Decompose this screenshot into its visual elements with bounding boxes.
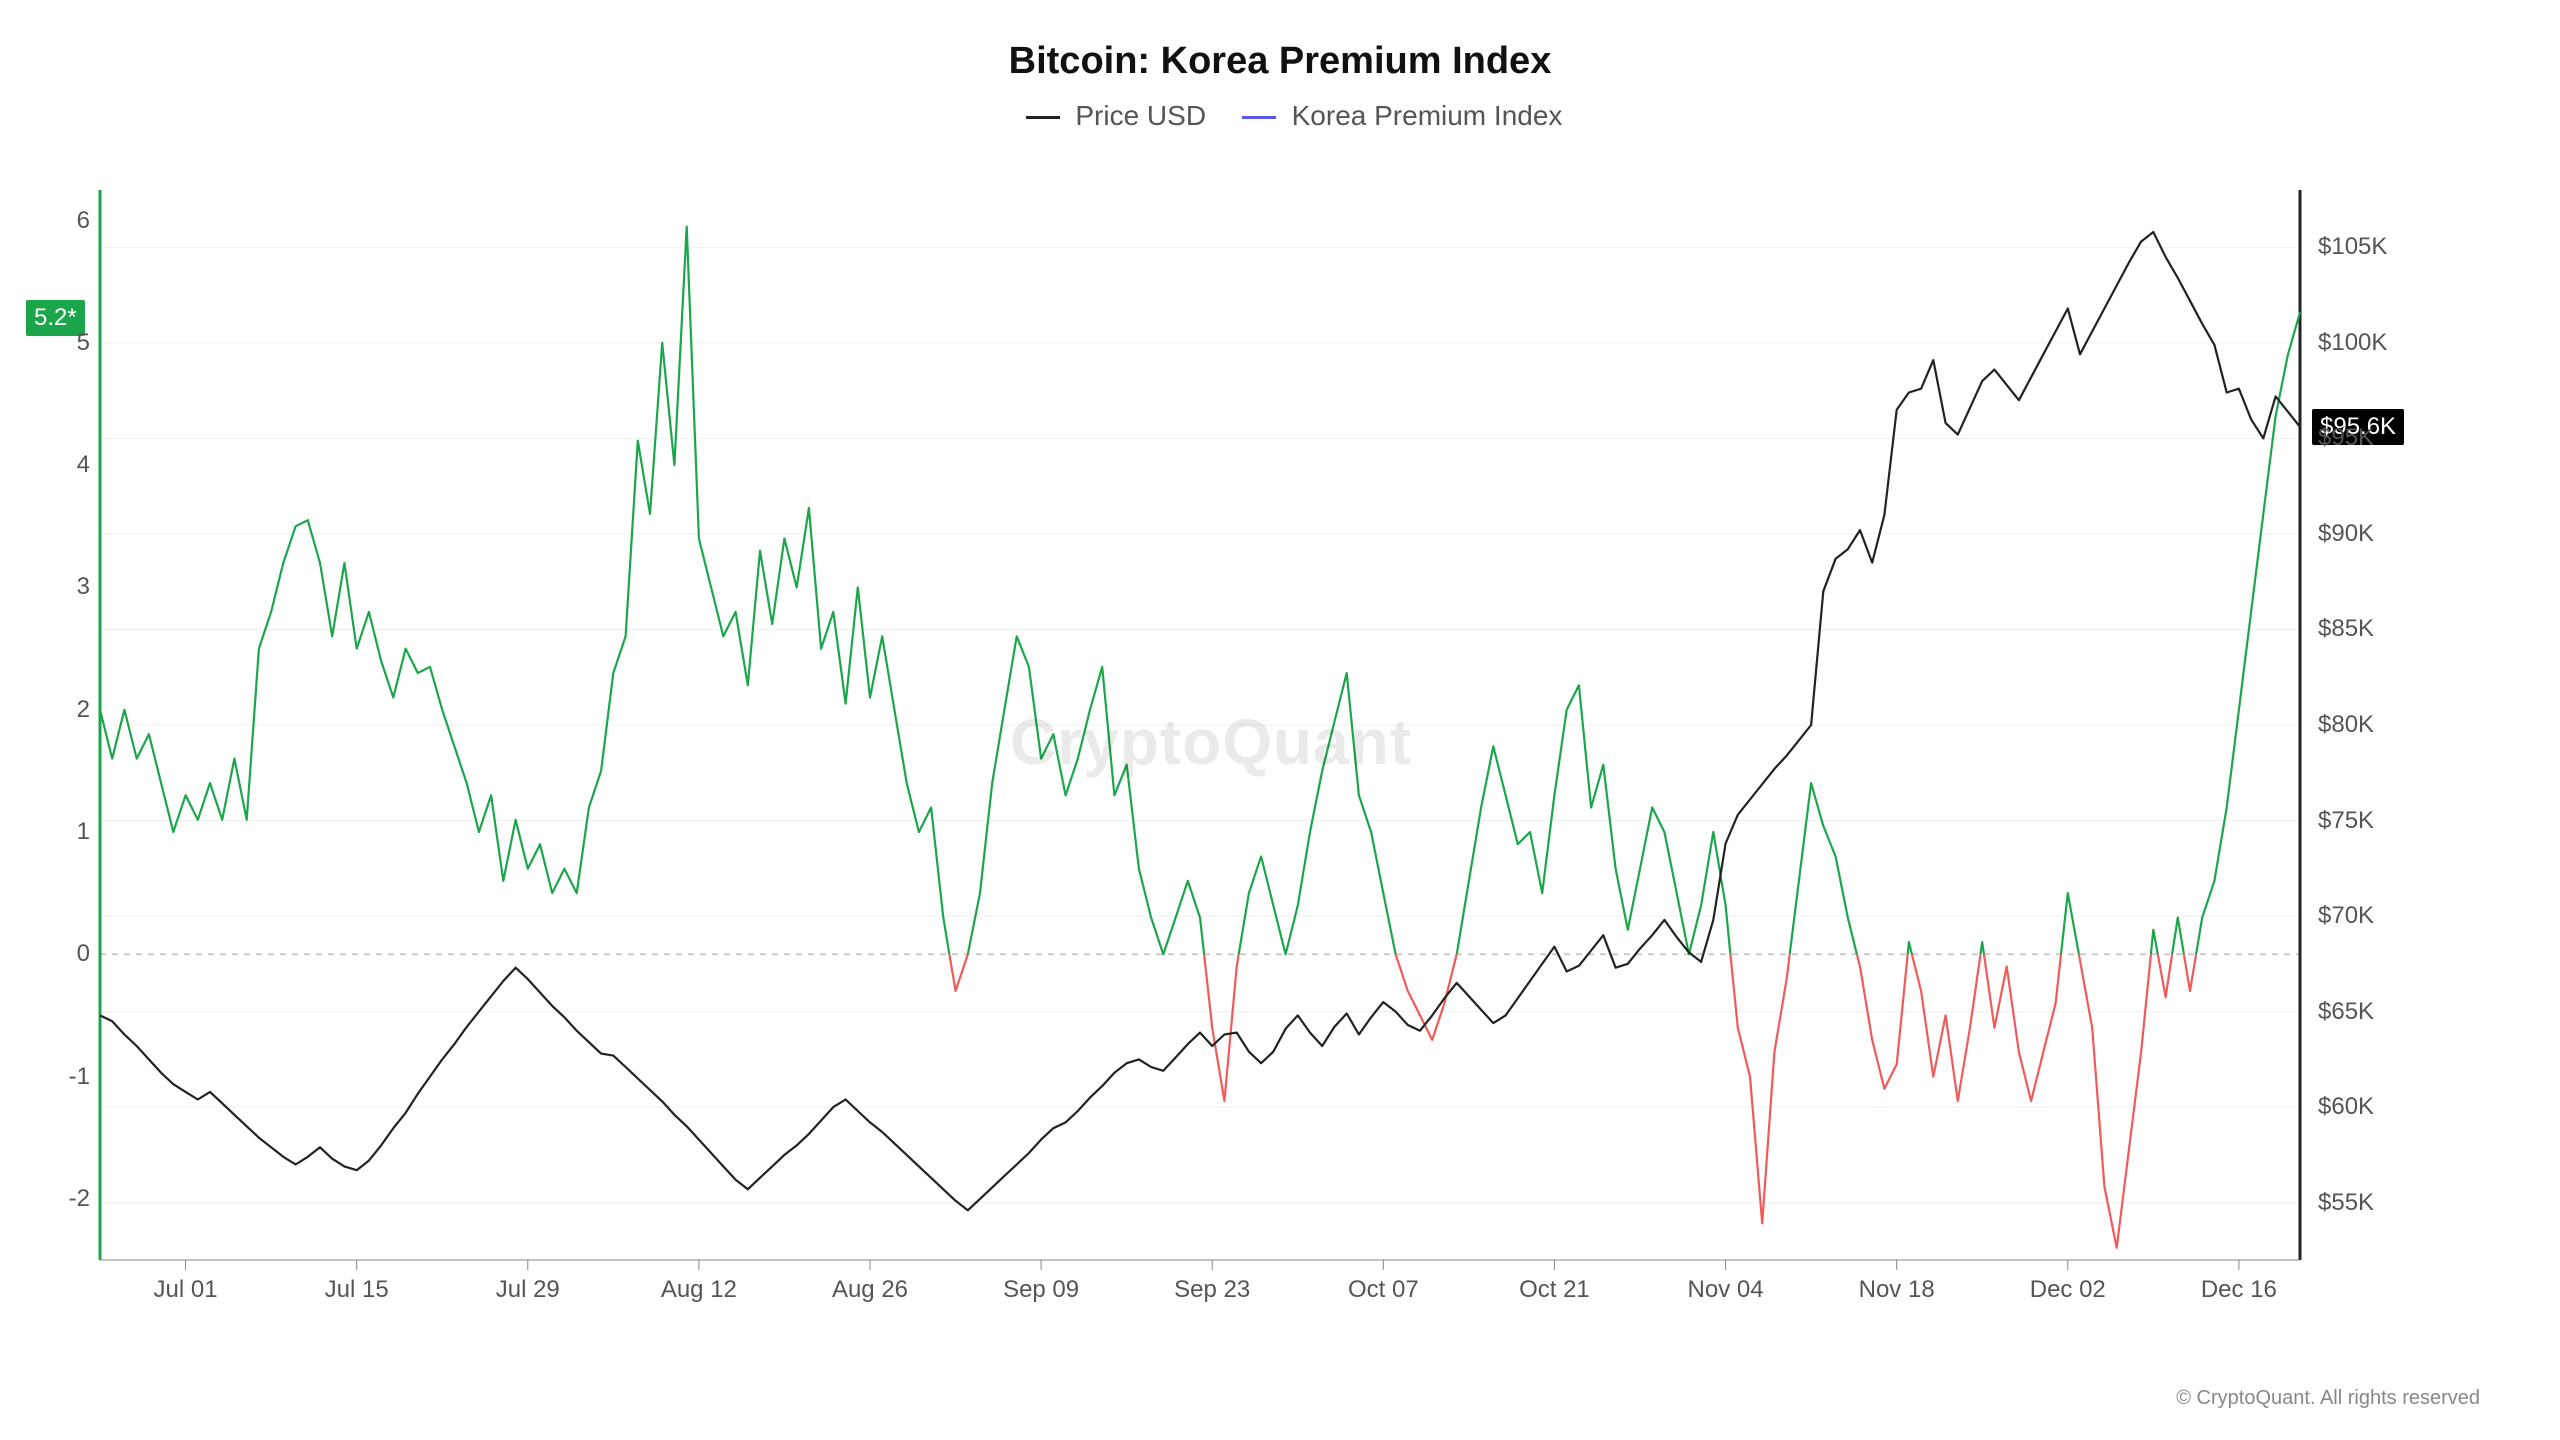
x-tick: Oct 21 [1504,1276,1604,1304]
y-left-tick: -1 [30,1063,90,1091]
y-left-tick: 1 [30,818,90,846]
y-right-tick: $75K [2318,807,2438,835]
x-tick: Sep 23 [1162,1276,1262,1304]
x-tick: Nov 04 [1676,1276,1776,1304]
y-right-tick: $65K [2318,998,2438,1026]
x-tick: Jul 01 [136,1276,236,1304]
y-left-tick: 4 [30,451,90,479]
y-right-tick: $90K [2318,520,2438,548]
y-right-tick: $105K [2318,233,2438,261]
x-tick: Oct 07 [1333,1276,1433,1304]
y-right-tick: $95K [2318,424,2438,452]
x-tick: Nov 18 [1847,1276,1947,1304]
footer-copyright: © CryptoQuant. All rights reserved [2176,1387,2480,1410]
y-left-tick: 5 [30,329,90,357]
y-right-tick: $55K [2318,1189,2438,1217]
chart-canvas [0,0,2560,1440]
y-left-tick: 2 [30,696,90,724]
y-right-tick: $85K [2318,615,2438,643]
x-tick: Dec 02 [2018,1276,2118,1304]
x-tick: Sep 09 [991,1276,1091,1304]
y-right-tick: $70K [2318,902,2438,930]
x-tick: Jul 15 [307,1276,407,1304]
y-right-tick: $60K [2318,1093,2438,1121]
y-left-tick: 6 [30,207,90,235]
y-left-tick: -2 [30,1185,90,1213]
y-right-tick: $80K [2318,711,2438,739]
y-right-tick: $100K [2318,329,2438,357]
x-tick: Aug 12 [649,1276,749,1304]
x-tick: Aug 26 [820,1276,920,1304]
y-left-tick: 3 [30,573,90,601]
x-tick: Jul 29 [478,1276,578,1304]
y-left-tick: 0 [30,940,90,968]
x-tick: Dec 16 [2189,1276,2289,1304]
